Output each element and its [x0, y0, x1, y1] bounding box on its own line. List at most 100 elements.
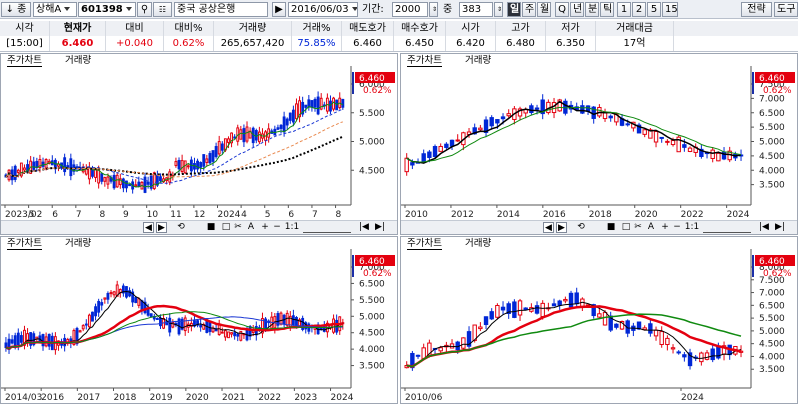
tab-price-chart[interactable]: 주가차트: [407, 55, 442, 67]
prev-icon[interactable]: ◀: [543, 222, 554, 233]
price-chart[interactable]: 8.000 7.500 7.000 6.500 5.500 5.000 4.500 4.000…: [401, 237, 797, 403]
x-tick-label: 2022: [258, 393, 281, 403]
x-tick-label: 2012: [451, 210, 474, 220]
candle: [495, 304, 500, 318]
square-icon[interactable]: □: [621, 222, 631, 232]
stock-name-field[interactable]: 중국 공상은행: [174, 2, 268, 17]
date-field[interactable]: 2016/06/03: [288, 2, 358, 17]
y-tick-label: 4.500: [359, 329, 385, 339]
price-badge: [355, 255, 395, 266]
count-input[interactable]: 383: [459, 2, 493, 17]
candle: [301, 101, 305, 115]
candle: [217, 324, 221, 336]
zoom-in-icon[interactable]: +: [261, 222, 269, 232]
market-select[interactable]: 상해A: [33, 2, 77, 17]
interval-button-week[interactable]: 주: [522, 2, 536, 17]
candle: [313, 98, 317, 108]
tab-price-chart[interactable]: 주가차트: [7, 238, 42, 250]
search-icon[interactable]: ⚲: [137, 2, 152, 17]
scissors-icon[interactable]: ✂: [634, 222, 642, 232]
y-tick-label: 4.500: [359, 166, 385, 176]
tab-volume[interactable]: 거래량: [465, 55, 492, 66]
price-badge: [355, 72, 395, 83]
interval-button-5[interactable]: 5: [647, 2, 661, 17]
candle: [506, 303, 511, 314]
stop-icon[interactable]: ■: [606, 222, 616, 232]
tab-price-chart[interactable]: 주가차트: [7, 55, 42, 67]
moving-average-line: [5, 311, 343, 350]
candle: [23, 167, 26, 171]
x-tick-label: 7: [312, 210, 318, 220]
interval-button-day[interactable]: 일: [507, 2, 521, 17]
chart-control-bar: ◀ ▶ ⟲ ■ □ ✂ A + −1:1 |◀ ▶|: [1, 220, 397, 234]
last-icon[interactable]: ▶|: [775, 222, 785, 232]
price-chart[interactable]: 7.500 7.000 6.500 5.500 5.000 4.500 4.000 3.500…: [401, 54, 797, 234]
y-tick-label: 8.000: [759, 263, 785, 273]
candle: [619, 321, 625, 330]
tool-button[interactable]: 도구: [774, 2, 798, 17]
zoom-label: 1:1: [684, 222, 700, 232]
zoom-slider[interactable]: [303, 222, 351, 233]
strategy-button[interactable]: 전략: [741, 2, 772, 17]
x-tick-label: 2020: [186, 393, 209, 403]
zoom-out-icon[interactable]: −: [673, 222, 681, 232]
candle: [248, 326, 252, 337]
candle: [568, 292, 574, 308]
zoom-in-icon[interactable]: +: [661, 222, 669, 232]
next-icon[interactable]: ▶: [556, 222, 567, 233]
candle: [551, 102, 557, 114]
quote-header: 고가: [496, 21, 546, 36]
refresh-icon[interactable]: ⟲: [577, 222, 585, 232]
prev-icon[interactable]: ◀: [143, 222, 154, 233]
next-icon[interactable]: ▶: [156, 222, 167, 233]
interval-button-2[interactable]: 2: [632, 2, 646, 17]
candle: [100, 302, 104, 306]
settings-icon[interactable]: ☷: [153, 2, 172, 17]
tab-volume[interactable]: 거래량: [465, 238, 492, 249]
x-tick-label: 2020: [635, 210, 658, 220]
text-tool-icon[interactable]: A: [247, 222, 255, 232]
interval-button-year[interactable]: 년: [570, 2, 584, 17]
y-tick-label: 6.500: [759, 301, 785, 311]
tab-price-chart[interactable]: 주가차트: [407, 238, 442, 250]
tab-volume[interactable]: 거래량: [65, 238, 92, 249]
nav-button[interactable]: ↓ 종: [1, 2, 31, 17]
candle: [19, 162, 23, 177]
candle: [489, 117, 494, 127]
candle: [427, 151, 432, 158]
stop-icon[interactable]: ■: [206, 222, 216, 232]
interval-button-minute[interactable]: 분: [585, 2, 599, 17]
first-icon[interactable]: |◀: [359, 222, 369, 232]
interval-button-15[interactable]: 15: [662, 2, 678, 17]
candle: [155, 317, 159, 320]
interval-button-quarter[interactable]: Q: [555, 2, 569, 17]
range-marker: [352, 255, 354, 277]
last-icon[interactable]: ▶|: [375, 222, 385, 232]
code-input[interactable]: 601398: [78, 2, 136, 17]
first-icon[interactable]: |◀: [759, 222, 769, 232]
square-icon[interactable]: □: [221, 222, 231, 232]
interval-button-month[interactable]: 월: [537, 2, 551, 17]
period-input[interactable]: 2000: [392, 2, 428, 17]
candle: [438, 347, 443, 352]
zoom-out-icon[interactable]: −: [273, 222, 281, 232]
candle: [19, 335, 23, 343]
candle: [540, 99, 545, 115]
play-icon[interactable]: ▶: [272, 2, 286, 17]
stepper-icon[interactable]: ⇕: [494, 2, 503, 17]
refresh-icon[interactable]: ⟲: [177, 222, 185, 232]
zoom-slider[interactable]: [703, 222, 751, 233]
candle: [239, 330, 243, 341]
y-tick-label: 5.000: [759, 138, 785, 148]
candle: [196, 320, 199, 326]
tab-volume[interactable]: 거래량: [65, 55, 92, 66]
price-chart[interactable]: 7.000 6.500 5.500 5.000 4.500 4.000 3.500 6.460…: [1, 237, 397, 403]
candle: [254, 130, 258, 141]
scissors-icon[interactable]: ✂: [234, 222, 242, 232]
interval-button-1[interactable]: 1: [617, 2, 631, 17]
candle: [316, 96, 320, 115]
interval-button-tick[interactable]: 틱: [600, 2, 614, 17]
stepper-icon[interactable]: ⇕: [429, 2, 438, 17]
text-tool-icon[interactable]: A: [647, 222, 655, 232]
